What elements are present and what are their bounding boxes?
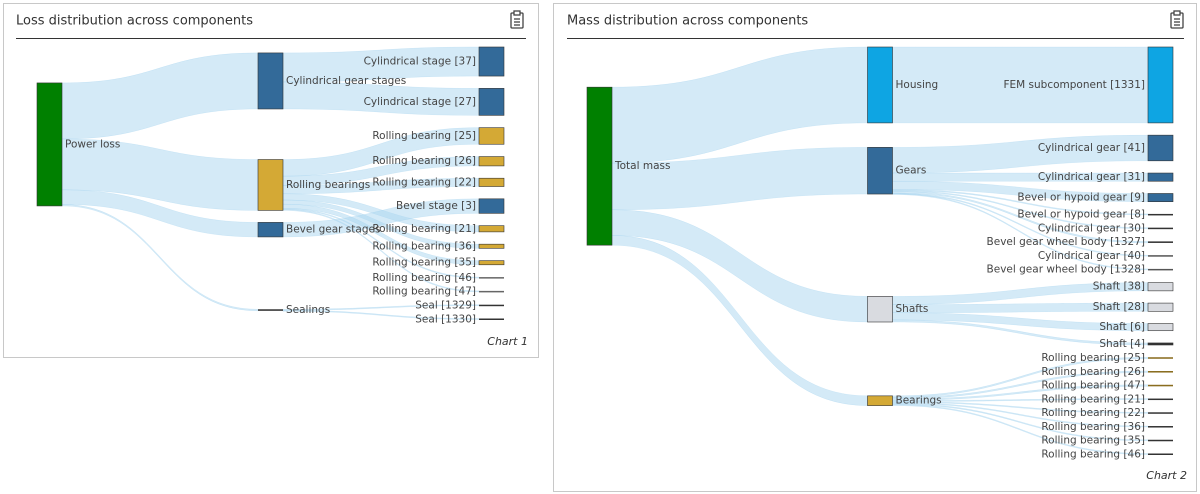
node-label: Bevel stage [3] [396,200,476,212]
node-label: Cylindrical gear [30] [1038,222,1145,234]
node-label: Bevel or hypoid gear [8] [1017,209,1145,221]
node [478,127,505,145]
node [257,52,284,110]
node [1148,357,1173,359]
node-label: Shafts [896,303,929,315]
chart-caption: Chart 2 [1146,469,1187,482]
node [1148,268,1173,271]
node-label: Bevel gear stages [286,224,380,236]
node [1147,302,1174,312]
node-label: Rolling bearing [46] [372,272,476,284]
node-label: Rolling bearing [21] [1041,393,1145,405]
node-label: Cylindrical gear [40] [1038,250,1145,262]
node [478,243,505,249]
node [1148,439,1173,442]
node [257,222,284,238]
node [478,88,505,116]
node [1148,255,1173,257]
flow-link [892,370,1149,400]
node [1147,46,1174,124]
node-label: Bearings [896,395,942,407]
node-label: Cylindrical stage [27] [364,96,476,108]
node-label: Rolling bearings [286,179,370,191]
node-label: Rolling bearing [22] [1041,407,1145,419]
node [478,46,505,77]
node-label: Power loss [65,138,120,150]
node-label: Rolling bearing [25] [1041,352,1145,364]
node [867,147,893,195]
node [586,86,613,246]
node [1147,172,1174,182]
chart-title: Mass distribution across components [567,14,808,29]
node [1147,323,1174,332]
node [1148,213,1173,216]
node-label: Shaft [38] [1093,281,1145,293]
node [36,82,63,207]
node-label: FEM subcomponent [1331] [1003,79,1145,91]
node [478,198,505,214]
node-label: Rolling bearing [25] [372,130,476,142]
node-label: Rolling bearing [47] [372,286,476,298]
node [1148,412,1173,414]
node-label: Rolling bearing [36] [1041,421,1145,433]
node [1147,342,1174,346]
sankey: Power loss Cylindrical gear stages Rolling… [36,46,505,325]
node [1148,453,1173,455]
node-label: Rolling bearing [26] [372,155,476,167]
node-label: Cylindrical gear [31] [1038,171,1145,183]
node [478,156,505,167]
node-label: Rolling bearing [46] [1041,448,1145,460]
node-label: Rolling bearing [47] [1041,380,1145,392]
node-label: Gears [896,165,927,177]
node [1147,282,1174,292]
node-label: Cylindrical gear stages [286,75,406,87]
node [257,159,284,211]
node-label: Total mass [614,160,670,172]
node-label: Shaft [6] [1099,321,1145,333]
node-label: Rolling bearing [35] [1041,435,1145,447]
node-label: Rolling bearing [35] [372,257,476,269]
flow-link [61,204,259,312]
sankey: Total mass Housing Gears Shafts Bearings FEM … [586,46,1174,460]
node [1147,134,1174,162]
node-label: Seal [1329] [415,299,476,311]
node-label: Bevel gear wheel body [1327] [987,236,1145,248]
node [1147,193,1174,202]
node-label: Sealings [286,304,330,316]
node [479,277,504,279]
node-label: Rolling bearing [22] [372,176,476,188]
node [479,304,504,307]
node [478,260,505,266]
node-label: Rolling bearing [36] [372,240,476,252]
node [258,309,283,311]
node [1148,227,1173,230]
node-label: Rolling bearing [21] [372,223,476,235]
node [1148,384,1173,387]
node [478,177,505,187]
node [1148,241,1173,243]
node-label: Shaft [4] [1099,338,1145,350]
chart-caption: Chart 1 [487,335,528,348]
node-label: Shaft [28] [1093,301,1145,313]
node-label: Cylindrical gear [41] [1038,142,1145,154]
node-label: Housing [896,79,939,91]
node [867,46,893,124]
node [1148,398,1173,401]
node-label: Bevel or hypoid gear [9] [1017,192,1145,204]
node [1148,371,1173,373]
node [478,225,505,233]
chart-title: Loss distribution across components [16,14,253,29]
clipboard-icon[interactable] [1170,10,1184,29]
node [867,395,893,406]
node [479,318,504,320]
node [1148,426,1173,428]
node [867,296,893,323]
node-label: Bevel gear wheel body [1328] [987,264,1145,276]
node [479,290,504,293]
node-label: Seal [1330] [415,313,476,325]
node-label: Cylindrical stage [37] [364,56,476,68]
clipboard-icon[interactable] [510,10,524,29]
node-label: Rolling bearing [26] [1041,366,1145,378]
